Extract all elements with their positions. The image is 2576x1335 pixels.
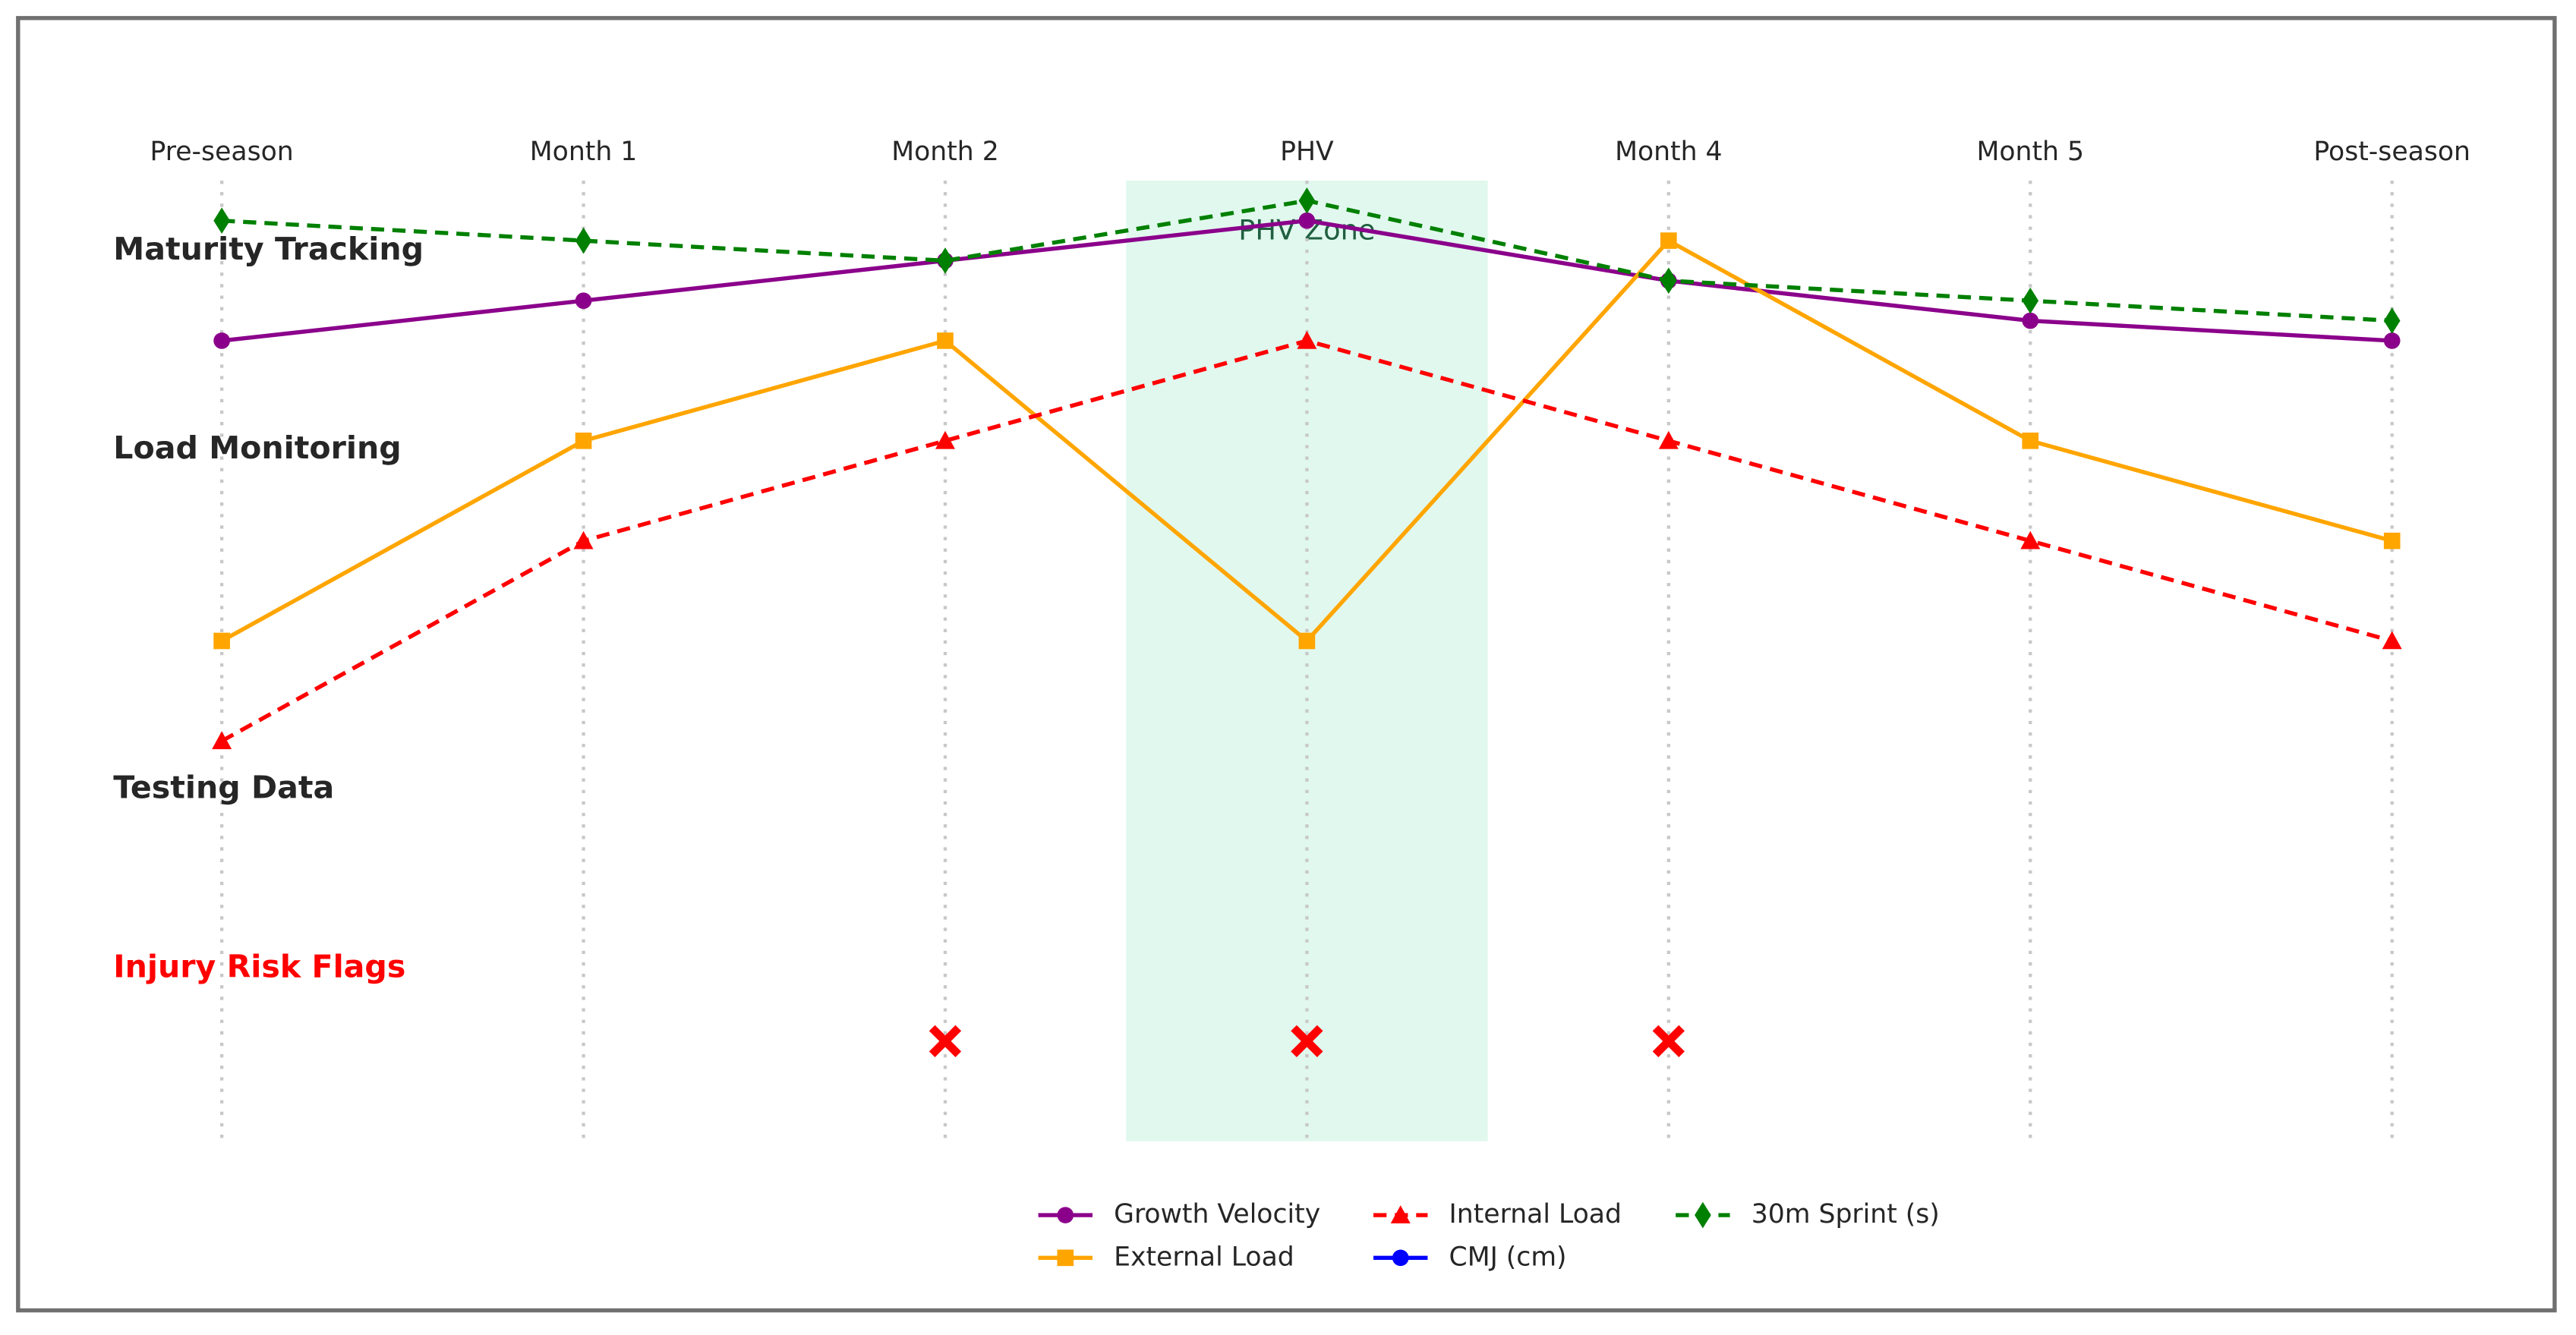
legend-label: CMJ (cm) (1449, 1242, 1567, 1272)
marker (937, 332, 954, 349)
legend-item: 30m Sprint (s) (1676, 1199, 1940, 1230)
marker (935, 430, 955, 449)
legend-item: Internal Load (1373, 1199, 1622, 1230)
legend-item: CMJ (cm) (1373, 1242, 1567, 1272)
marker (573, 531, 594, 549)
legend-item: Growth Velocity (1038, 1199, 1320, 1230)
marker (1297, 330, 1317, 349)
marker (2383, 332, 2401, 349)
category-label: PHV (1280, 137, 1334, 167)
category-label: Post-season (2313, 137, 2470, 167)
marker (213, 632, 230, 650)
marker (1057, 1249, 1074, 1267)
row-label: Load Monitoring (113, 430, 401, 466)
marker (1658, 430, 1679, 449)
marker (575, 432, 592, 449)
row-label: Testing Data (113, 770, 334, 806)
marker (1392, 1249, 1409, 1267)
legend-label: 30m Sprint (s) (1751, 1199, 1940, 1230)
legend-item: External Load (1038, 1242, 1294, 1272)
marker (929, 1025, 962, 1057)
legend-label: External Load (1114, 1242, 1294, 1272)
category-label: Month 4 (1615, 137, 1723, 167)
marker (1390, 1205, 1411, 1223)
category-label: Month 1 (530, 137, 638, 167)
marker (1298, 212, 1316, 229)
marker (1652, 1025, 1685, 1057)
marker (212, 731, 232, 750)
marker (1660, 267, 1677, 294)
marker (2383, 532, 2401, 549)
marker (2022, 432, 2039, 449)
marker (575, 292, 592, 310)
marker (1291, 1025, 1323, 1057)
marker (2382, 631, 2402, 650)
category-label: Month 5 (1977, 137, 2085, 167)
marker (2383, 307, 2401, 334)
legend-label: Growth Velocity (1114, 1199, 1320, 1230)
marker (213, 207, 230, 235)
marker (1660, 232, 1677, 249)
marker (213, 332, 230, 349)
marker (1057, 1207, 1074, 1223)
category-label: Month 2 (891, 137, 999, 167)
category-label: Pre-season (150, 137, 294, 167)
legend-label: Internal Load (1449, 1199, 1622, 1230)
marker (2022, 312, 2039, 329)
marker (937, 247, 954, 274)
marker (2020, 531, 2041, 549)
row-label: Maturity Tracking (113, 231, 424, 267)
marker (1298, 632, 1316, 650)
row-label: Injury Risk Flags (113, 949, 405, 985)
